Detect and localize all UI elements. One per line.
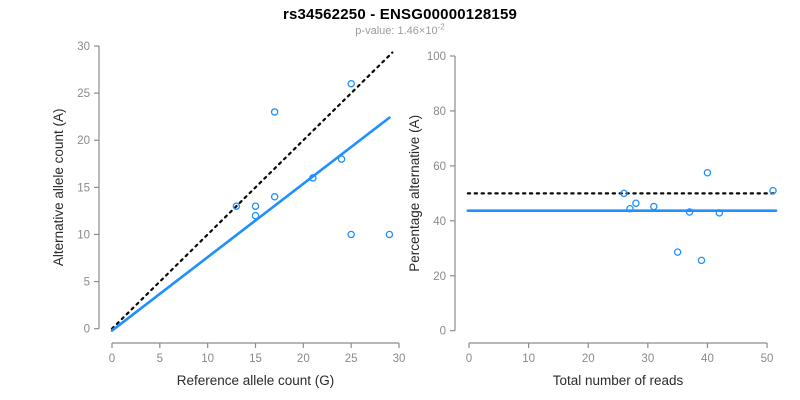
data-point: [685, 208, 694, 216]
regression-line: [110, 116, 391, 332]
subtitle-pvalue-text: p-value: 1.46×10: [355, 25, 438, 37]
y-tick-label: 60: [433, 161, 446, 173]
x-tick-label: 20: [582, 353, 595, 365]
y-tick-label: 5: [84, 277, 90, 289]
x-axis-label: Total number of reads: [553, 373, 684, 388]
x-tick-label: 40: [701, 353, 714, 365]
y-tick-label: 10: [77, 229, 90, 241]
data-point: [232, 202, 241, 210]
y-tick-label: 80: [433, 106, 446, 118]
data-point: [270, 193, 279, 201]
x-tick-label: 0: [466, 353, 472, 365]
y-tick-label: 20: [77, 135, 90, 147]
y-tick-label: 0: [84, 324, 90, 336]
data-point: [673, 248, 682, 256]
y-axis-label: Alternative allele count (A): [51, 109, 66, 267]
x-tick-label: 50: [761, 353, 774, 365]
x-axis-label: Reference allele count (G): [177, 373, 335, 388]
data-point: [251, 202, 260, 210]
y-tick-label: 0: [440, 326, 446, 338]
chart-title: rs34562250 - ENSG00000128159: [282, 6, 518, 23]
data-point: [632, 199, 640, 207]
y-axis-label: Percentage alternative (A): [407, 115, 422, 272]
data-point: [385, 230, 394, 239]
x-tick-label: 15: [249, 353, 262, 365]
x-tick-label: 30: [393, 353, 406, 365]
y-tick-label: 20: [433, 271, 446, 283]
allele-counts-plot: 0 5 10 15 20 25 30 0 5 10 15 20 25 30 Reference allele…: [51, 41, 405, 388]
chart-subtitle: p-value: 1.46×10-2: [0, 22, 800, 37]
identity-line: [110, 51, 394, 330]
y-tick-label: 25: [77, 88, 90, 100]
data-point: [337, 155, 346, 163]
data-point: [715, 209, 724, 217]
y-tick-label: 40: [433, 216, 446, 228]
subtitle-exponent: -2: [437, 22, 445, 32]
data-point: [703, 168, 712, 177]
data-point: [626, 204, 634, 213]
y-tick-label: 30: [77, 41, 90, 53]
data-point: [309, 174, 317, 182]
data-point: [347, 230, 355, 239]
x-tick-label: 20: [297, 353, 310, 365]
x-tick-label: 10: [201, 353, 214, 365]
x-tick-label: 25: [345, 353, 358, 365]
percentage-plot: 0 10 20 30 40 50 0 20 40 60 80 100 Total number of r…: [407, 51, 778, 388]
x-tick-label: 5: [157, 353, 163, 365]
x-tick-label: 10: [522, 353, 535, 365]
x-tick-label: 0: [109, 353, 115, 365]
y-tick-label: 15: [77, 182, 90, 194]
data-point: [270, 108, 279, 116]
data-point: [650, 202, 658, 211]
data-point: [697, 256, 706, 265]
data-point: [347, 79, 355, 88]
data-point: [620, 189, 628, 198]
data-point: [769, 186, 777, 195]
x-tick-label: 30: [641, 353, 654, 365]
data-point: [251, 211, 260, 220]
y-tick-label: 100: [427, 51, 446, 63]
